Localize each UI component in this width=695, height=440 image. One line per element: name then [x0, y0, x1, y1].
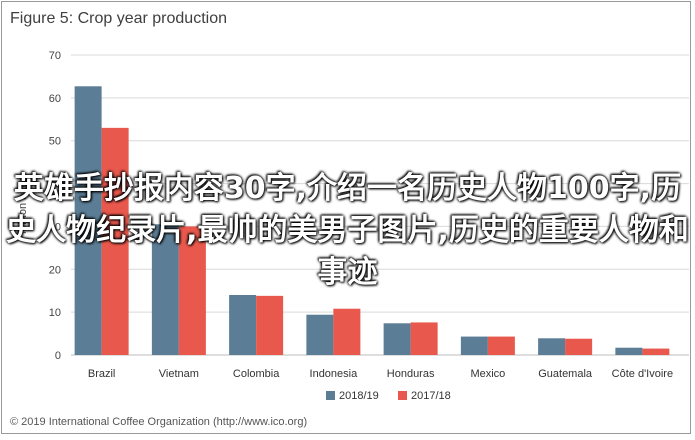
bar-201819 — [306, 314, 334, 355]
legend-label: 2017/18 — [411, 390, 451, 402]
y-tick-label: 60 — [49, 93, 61, 105]
bar-201718 — [178, 226, 206, 355]
y-tick-label: 30 — [49, 221, 61, 233]
y-tick-label: 50 — [49, 136, 61, 148]
y-axis-label: Million bags — [17, 175, 29, 234]
bar-201718 — [642, 348, 670, 355]
x-tick-label: Brazil — [88, 368, 116, 380]
bar-201819 — [74, 86, 102, 356]
legend-swatch — [398, 391, 407, 400]
x-tick-label: Vietnam — [159, 368, 199, 380]
x-tick-label: Mexico — [470, 368, 505, 380]
bar-201819 — [538, 338, 566, 355]
bar-201718 — [487, 336, 515, 355]
y-tick-label: 0 — [55, 350, 61, 362]
x-tick-label: Colombia — [233, 368, 280, 380]
legend-label: 2018/19 — [339, 390, 379, 402]
x-tick-label: Côte d'Ivoire — [612, 368, 673, 380]
bar-201819 — [229, 295, 257, 355]
bar-201718 — [256, 295, 284, 355]
x-tick-label: Guatemala — [538, 368, 593, 380]
bar-201819 — [615, 347, 643, 355]
bar-201718 — [101, 127, 129, 355]
chart-frame: Figure 5: Crop year production 0 10 20 30 40… — [1, 1, 691, 434]
bar-201718 — [565, 338, 593, 355]
copyright-footer: © 2019 International Coffee Organization… — [10, 416, 308, 428]
y-tick-label: 40 — [49, 179, 61, 191]
bar-201819 — [151, 224, 179, 355]
bar-201819 — [383, 323, 411, 355]
y-tick-label: 10 — [49, 307, 61, 319]
bar-201819 — [460, 336, 488, 355]
y-tick-label: 20 — [49, 264, 61, 276]
y-tick-label: 70 — [49, 50, 61, 62]
chart-title: Figure 5: Crop year production — [10, 10, 227, 27]
x-tick-label: Honduras — [387, 368, 435, 380]
bar-201718 — [333, 308, 361, 355]
legend-swatch — [326, 391, 335, 400]
bar-201718 — [410, 322, 438, 355]
x-tick-label: Indonesia — [310, 368, 359, 380]
